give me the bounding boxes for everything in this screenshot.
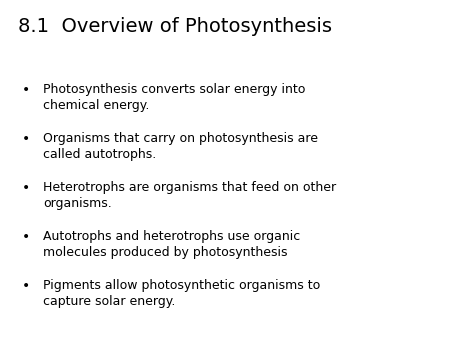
Text: Autotrophs and heterotrophs use organic
molecules produced by photosynthesis: Autotrophs and heterotrophs use organic … — [43, 230, 300, 259]
Text: Heterotrophs are organisms that feed on other
organisms.: Heterotrophs are organisms that feed on … — [43, 181, 336, 210]
Text: •: • — [22, 132, 30, 146]
Text: •: • — [22, 83, 30, 97]
Text: •: • — [22, 279, 30, 293]
Text: Photosynthesis converts solar energy into
chemical energy.: Photosynthesis converts solar energy int… — [43, 83, 305, 112]
Text: •: • — [22, 181, 30, 195]
Text: Organisms that carry on photosynthesis are
called autotrophs.: Organisms that carry on photosynthesis a… — [43, 132, 318, 161]
Text: •: • — [22, 230, 30, 244]
Text: Pigments allow photosynthetic organisms to
capture solar energy.: Pigments allow photosynthetic organisms … — [43, 279, 320, 308]
Text: 8.1  Overview of Photosynthesis: 8.1 Overview of Photosynthesis — [18, 17, 332, 36]
